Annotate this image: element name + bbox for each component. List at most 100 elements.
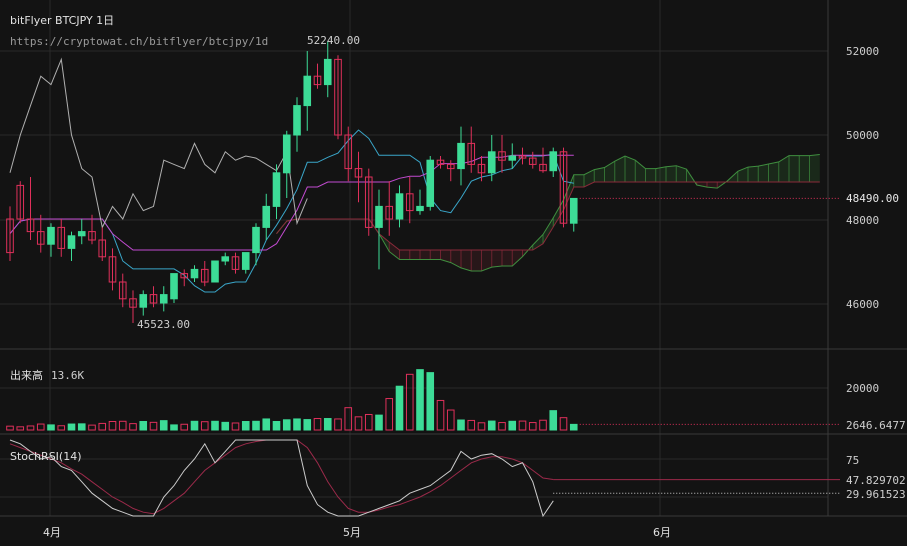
cloud-segment [389, 242, 400, 260]
volume-bar [36, 423, 45, 431]
indicator-lines [9, 57, 574, 293]
candle-body [467, 142, 476, 165]
volume-bar [498, 422, 506, 431]
volume-bar [200, 421, 209, 431]
volume-bar [241, 421, 250, 431]
candle-body [354, 168, 363, 178]
ichimoku-cloud [276, 154, 820, 272]
volume-bar [180, 423, 189, 431]
volume-bar [16, 426, 25, 431]
volume-bar [549, 410, 558, 431]
candle-body [211, 260, 219, 283]
candle-body [200, 268, 209, 283]
candle-body [16, 184, 25, 220]
candle-body [129, 298, 137, 308]
candle-body [262, 205, 271, 228]
volume-bar [313, 418, 322, 431]
current-price-label: 48490.00 [846, 192, 899, 205]
volume-bar [88, 424, 96, 431]
volume-bar [149, 421, 158, 431]
volume-bar [77, 423, 86, 431]
volume-bar [170, 424, 178, 431]
volume-bar [159, 420, 168, 431]
chikou-span [9, 57, 308, 229]
volume-bar [26, 425, 35, 431]
volume-bar [108, 421, 117, 431]
cloud-segment [635, 160, 646, 182]
candle-body [149, 294, 158, 304]
candle-body [436, 159, 445, 165]
cloud-segment [440, 250, 451, 263]
cloud-segment [471, 250, 482, 272]
volume-current-label: 2646.6477 [846, 419, 906, 432]
cloud-segment [399, 250, 410, 260]
volume-bar [416, 369, 424, 431]
kijun-line [9, 154, 574, 251]
x-label-june: 6月 [653, 526, 671, 539]
volume-bar [282, 419, 291, 431]
cloud-segment [625, 155, 636, 182]
volume-bar [375, 414, 383, 431]
volume-bar [211, 420, 219, 431]
stoch-d-line [9, 439, 554, 515]
candle-body [498, 151, 506, 161]
cloud-segment [563, 174, 574, 211]
candle-body [272, 172, 281, 207]
cloud-segment [461, 250, 472, 272]
candle-body [539, 163, 547, 172]
cloud-segment [481, 250, 492, 272]
cloud-segment [573, 174, 584, 188]
cloud-segment [737, 167, 748, 182]
cloud-segment [676, 165, 687, 182]
candle-body [47, 226, 55, 245]
stoch-k-label: 47.829702 [846, 474, 906, 487]
volume-bar [6, 425, 14, 431]
volume-value: 13.6K [51, 369, 84, 382]
cloud-segment [758, 163, 769, 182]
candle-body [528, 157, 537, 165]
candle-body [98, 239, 107, 258]
volume-bar [293, 418, 301, 431]
volume-bar [539, 419, 547, 431]
candle-body [334, 58, 342, 136]
candle-body [77, 231, 86, 237]
volume-bar [508, 420, 517, 431]
cloud-segment [532, 234, 543, 251]
y-tick-50000: 50000 [846, 129, 879, 142]
candle-body [36, 231, 45, 245]
stoch-k-line [9, 439, 554, 518]
candle-body [477, 163, 486, 174]
candle-body [6, 218, 14, 254]
candle-body [88, 231, 96, 241]
candle-body [170, 273, 178, 300]
candle-body [108, 256, 117, 283]
cloud-segment [655, 166, 666, 182]
volume-bar [262, 418, 271, 431]
high-price-label: 52240.00 [307, 34, 360, 47]
volume-bar [559, 417, 568, 431]
candle-body [344, 134, 353, 170]
volume-bars [6, 369, 840, 431]
x-label-april: 4月 [43, 526, 61, 539]
volume-bar [405, 373, 414, 431]
volume-label: 出来高 [10, 368, 43, 382]
stoch-d-label: 29.961523 [846, 488, 906, 501]
volume-bar [426, 372, 435, 431]
low-price-label: 45523.00 [137, 318, 190, 331]
candle-body [457, 142, 465, 170]
volume-bar [354, 416, 363, 431]
candle-body [67, 235, 76, 249]
volume-y-tick: 20000 [846, 382, 879, 395]
cloud-segment [491, 250, 502, 268]
candle-body [375, 205, 383, 228]
cloud-segment [614, 155, 625, 182]
volume-bar [98, 422, 107, 431]
candle-body [231, 256, 240, 270]
cloud-segment [666, 165, 677, 182]
cloud-segment [594, 167, 605, 182]
candle-body [57, 226, 66, 249]
candle-body [282, 134, 291, 174]
cloud-segment [420, 250, 431, 260]
y-tick-52000: 52000 [846, 45, 879, 58]
